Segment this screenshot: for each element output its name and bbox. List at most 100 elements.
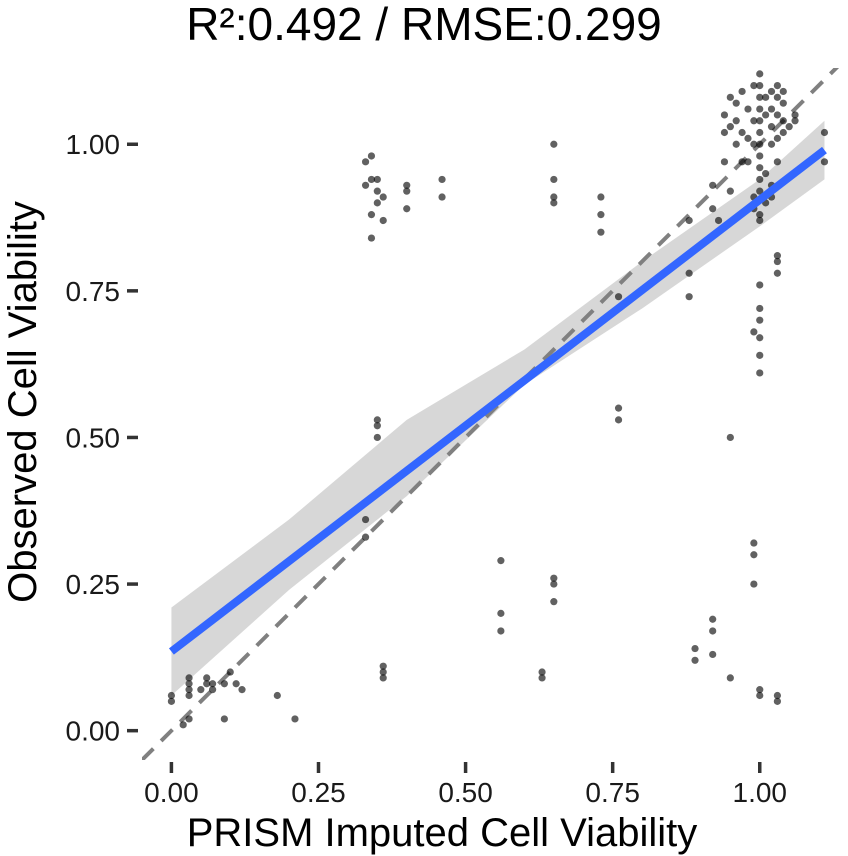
data-point bbox=[614, 293, 623, 301]
y-tick-label: 0.00 bbox=[66, 716, 121, 747]
y-tick-label: 0.25 bbox=[66, 569, 121, 600]
data-point bbox=[762, 93, 770, 101]
data-point bbox=[550, 140, 558, 148]
data-point bbox=[762, 169, 770, 178]
data-point bbox=[756, 211, 764, 219]
identity-line bbox=[142, 68, 840, 760]
data-point bbox=[773, 111, 782, 119]
data-point bbox=[203, 680, 211, 688]
data-point bbox=[185, 686, 193, 694]
chart-title: R²:0.492 / RMSE:0.299 bbox=[186, 0, 662, 50]
data-point bbox=[714, 216, 723, 225]
data-point bbox=[773, 134, 782, 142]
y-axis: 0.00 0.25 0.50 0.75 1.00 bbox=[66, 129, 138, 747]
x-axis-title: PRISM Imputed Cell Viability bbox=[187, 811, 698, 855]
data-point bbox=[291, 715, 299, 723]
data-point bbox=[226, 668, 234, 676]
data-point bbox=[691, 656, 699, 664]
data-point bbox=[238, 686, 246, 694]
data-point bbox=[726, 187, 734, 195]
data-point bbox=[756, 70, 764, 78]
data-point bbox=[709, 627, 717, 635]
y-tick-label: 0.50 bbox=[66, 422, 121, 453]
data-point bbox=[550, 598, 558, 606]
data-point bbox=[379, 662, 387, 670]
data-point bbox=[756, 164, 764, 172]
data-point bbox=[379, 216, 387, 225]
data-point bbox=[756, 187, 764, 195]
data-point bbox=[767, 105, 776, 113]
data-point bbox=[367, 211, 376, 219]
data-point bbox=[550, 175, 558, 184]
data-points bbox=[167, 70, 829, 729]
data-point bbox=[756, 691, 764, 700]
data-point bbox=[685, 216, 693, 225]
data-point bbox=[367, 175, 376, 184]
data-point bbox=[597, 211, 605, 219]
data-point bbox=[750, 580, 758, 588]
data-point bbox=[538, 668, 546, 676]
data-point bbox=[373, 187, 381, 195]
data-point bbox=[750, 81, 758, 90]
data-point bbox=[709, 615, 717, 623]
data-point bbox=[732, 140, 740, 148]
data-point bbox=[756, 216, 764, 225]
data-point bbox=[773, 158, 782, 166]
data-point bbox=[744, 158, 752, 166]
data-point bbox=[756, 351, 764, 359]
regression-line bbox=[168, 146, 827, 655]
data-point bbox=[232, 680, 240, 688]
data-point bbox=[550, 574, 558, 582]
data-point bbox=[709, 650, 717, 659]
y-axis-title: Observed Cell Viability bbox=[1, 201, 45, 603]
data-point bbox=[773, 697, 782, 705]
data-point bbox=[785, 123, 793, 131]
data-point bbox=[750, 140, 758, 148]
data-point bbox=[820, 128, 829, 137]
data-point bbox=[762, 111, 770, 119]
data-point bbox=[497, 609, 505, 617]
data-point bbox=[750, 551, 758, 559]
data-point bbox=[367, 152, 376, 160]
data-point bbox=[720, 128, 729, 137]
data-point bbox=[767, 140, 776, 148]
data-point bbox=[726, 674, 734, 682]
x-tick-label: 0.75 bbox=[585, 777, 640, 808]
data-point bbox=[185, 691, 193, 700]
data-point bbox=[167, 697, 176, 705]
data-point bbox=[373, 422, 381, 430]
data-point bbox=[167, 691, 176, 700]
data-point bbox=[767, 87, 776, 96]
x-axis: 0.00 0.25 0.50 0.75 1.00 bbox=[144, 762, 787, 808]
data-point bbox=[185, 715, 193, 723]
data-point bbox=[773, 691, 782, 700]
data-point bbox=[373, 175, 381, 184]
data-point bbox=[550, 580, 558, 588]
data-point bbox=[756, 334, 764, 342]
data-point bbox=[750, 117, 758, 125]
x-tick-label: 0.25 bbox=[291, 777, 346, 808]
data-point bbox=[361, 158, 370, 166]
data-point bbox=[720, 111, 729, 119]
data-point bbox=[538, 674, 546, 682]
data-point bbox=[709, 205, 717, 213]
data-point bbox=[373, 416, 381, 424]
data-point bbox=[779, 117, 787, 125]
data-point bbox=[756, 81, 764, 90]
data-point bbox=[744, 134, 752, 142]
data-point bbox=[756, 316, 764, 324]
data-point bbox=[550, 199, 558, 207]
data-point bbox=[779, 87, 787, 96]
data-point bbox=[738, 128, 746, 137]
data-point bbox=[367, 234, 376, 242]
y-tick-label: 1.00 bbox=[66, 129, 121, 160]
data-point bbox=[403, 181, 411, 189]
data-point bbox=[756, 152, 764, 160]
data-point bbox=[597, 193, 605, 201]
data-point bbox=[379, 674, 387, 682]
data-point bbox=[773, 81, 782, 90]
data-point bbox=[756, 105, 764, 113]
data-point bbox=[738, 87, 746, 96]
data-point bbox=[373, 433, 381, 442]
data-point bbox=[273, 691, 281, 700]
